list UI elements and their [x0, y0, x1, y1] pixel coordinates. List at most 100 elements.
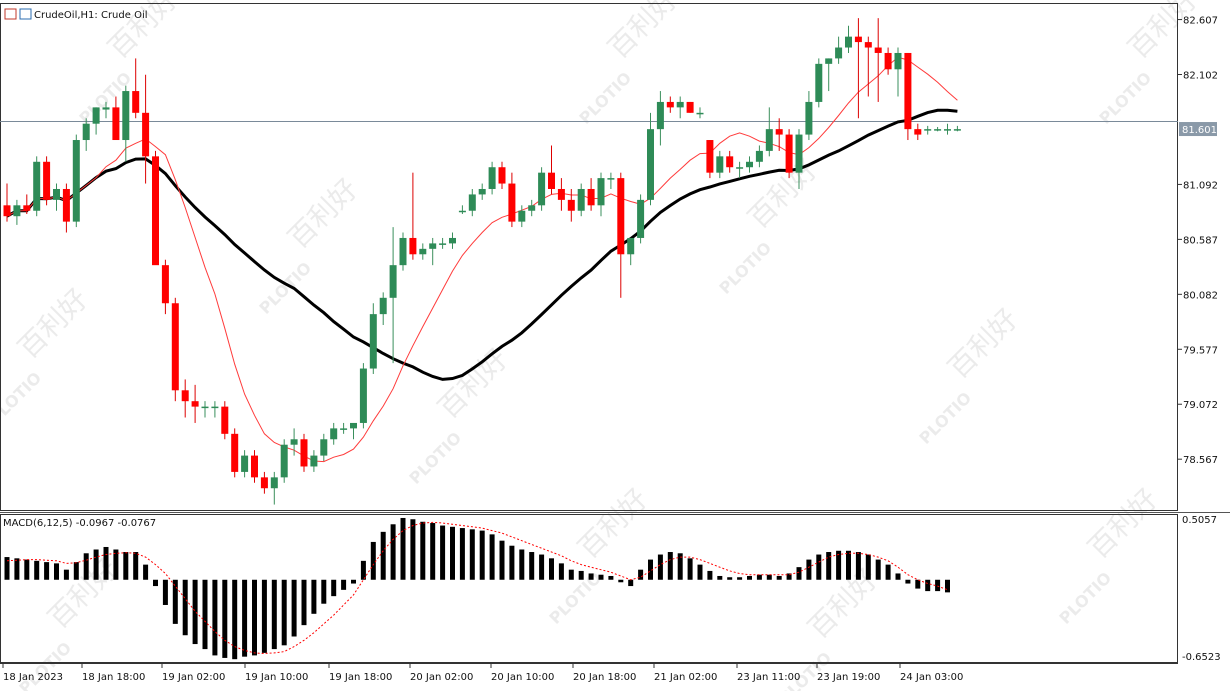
- macd-bar: [232, 579, 238, 660]
- candle-body: [478, 188, 486, 195]
- macd-label: MACD(6,12,5) -0.0967 -0.0767: [3, 518, 156, 529]
- macd-bar: [519, 549, 525, 580]
- watermark-en: PLOTIO: [1095, 68, 1155, 128]
- candle-body: [647, 129, 654, 200]
- candle-body: [359, 368, 367, 423]
- candle-body: [656, 101, 664, 130]
- candle-body: [835, 47, 843, 59]
- candle-body: [538, 172, 546, 206]
- candle-body: [686, 101, 694, 113]
- macd-bar: [469, 529, 475, 580]
- time-tick-label: 19 Jan 02:00: [162, 672, 225, 683]
- macd-bar: [212, 579, 218, 656]
- macd-bar: [935, 579, 941, 592]
- macd-bar: [776, 575, 782, 580]
- candle-body: [746, 161, 753, 168]
- macd-bar: [925, 579, 931, 592]
- macd-bar: [578, 570, 584, 580]
- macd-bar: [657, 554, 663, 580]
- candle-body: [577, 188, 585, 211]
- current-price-label: 81.601: [1182, 125, 1217, 136]
- macd-bar: [370, 541, 376, 580]
- macd-bar: [707, 570, 713, 580]
- macd-bar: [63, 569, 69, 580]
- candle-body: [231, 433, 239, 472]
- watermark-en: PLOTIO: [775, 648, 835, 691]
- macd-bar: [855, 552, 861, 580]
- macd-bar: [568, 569, 574, 580]
- macd-bar: [123, 552, 129, 580]
- time-tick-label: 19 Jan 10:00: [245, 672, 308, 683]
- candle-body: [171, 303, 179, 391]
- candle-body: [399, 237, 407, 266]
- macd-bar: [133, 552, 139, 580]
- macd-bar: [727, 577, 733, 580]
- price-tick-label: 79.072: [1183, 400, 1218, 411]
- macd-bar: [103, 546, 109, 580]
- candle-body: [736, 167, 744, 169]
- price-tick-label: 82.607: [1183, 16, 1218, 27]
- time-tick-label: 21 Jan 02:00: [654, 672, 717, 683]
- macd-histogram: [4, 517, 950, 660]
- candle-body: [92, 107, 100, 124]
- macd-bar: [895, 573, 901, 580]
- watermark-en: PLOTIO: [255, 258, 315, 318]
- candle-body: [716, 156, 724, 173]
- chart-window-icon[interactable]: [4, 8, 17, 20]
- candle-body: [557, 188, 565, 200]
- candle-body: [498, 167, 506, 184]
- chart-type-icon[interactable]: [19, 8, 32, 20]
- macd-bar: [153, 579, 158, 587]
- macd-bar: [588, 573, 594, 580]
- macd-bar: [390, 524, 396, 580]
- macd-bar: [509, 545, 515, 580]
- price-tick-label: 78.567: [1183, 455, 1218, 466]
- price-tick-label: 81.092: [1183, 180, 1218, 191]
- macd-bar: [638, 569, 644, 580]
- watermark-cn: 百利好: [602, 0, 685, 65]
- macd-bar: [14, 558, 20, 580]
- candle-body: [934, 129, 942, 131]
- candle-body: [726, 156, 734, 168]
- candle-body: [953, 129, 961, 131]
- time-tick-label: 24 Jan 03:00: [900, 672, 963, 683]
- watermark-cn: 百利好: [1082, 482, 1165, 565]
- candle-body: [409, 237, 417, 255]
- candle-body: [884, 52, 892, 70]
- candle-body: [13, 205, 21, 217]
- macd-bar: [598, 574, 604, 580]
- watermark-en: PLOTIO: [545, 568, 605, 628]
- candle-body: [815, 63, 823, 102]
- macd-bar: [420, 521, 426, 580]
- macd-bar: [172, 579, 178, 624]
- candle-body: [755, 150, 763, 162]
- macd-bar: [34, 560, 40, 580]
- price-tick-label: 79.577: [1183, 345, 1218, 356]
- candle-body: [389, 265, 397, 298]
- macd-bar: [93, 549, 99, 580]
- macd-bar: [341, 579, 347, 590]
- candle-body: [617, 178, 625, 255]
- candle-body: [637, 199, 645, 238]
- candle-body: [904, 52, 912, 130]
- candle-body: [82, 123, 90, 141]
- watermark-en: PLOTIO: [915, 388, 975, 448]
- macd-bar: [816, 554, 822, 580]
- time-tick-label: 23 Jan 19:00: [817, 672, 880, 683]
- candle-body: [567, 199, 575, 211]
- candle-body: [775, 129, 783, 135]
- time-axis: 18 Jan 2023 18 Jan 18:00 19 Jan 02:00 19 Ja…: [0, 663, 1178, 683]
- candle-body: [340, 428, 348, 430]
- macd-bar: [54, 563, 59, 580]
- candle-body: [528, 205, 536, 211]
- candle-body: [597, 178, 605, 206]
- macd-bar: [192, 579, 198, 645]
- candle-body: [627, 237, 635, 255]
- watermark-cn: 百利好: [572, 482, 655, 565]
- candle-body: [241, 455, 249, 472]
- candle-body: [161, 265, 169, 304]
